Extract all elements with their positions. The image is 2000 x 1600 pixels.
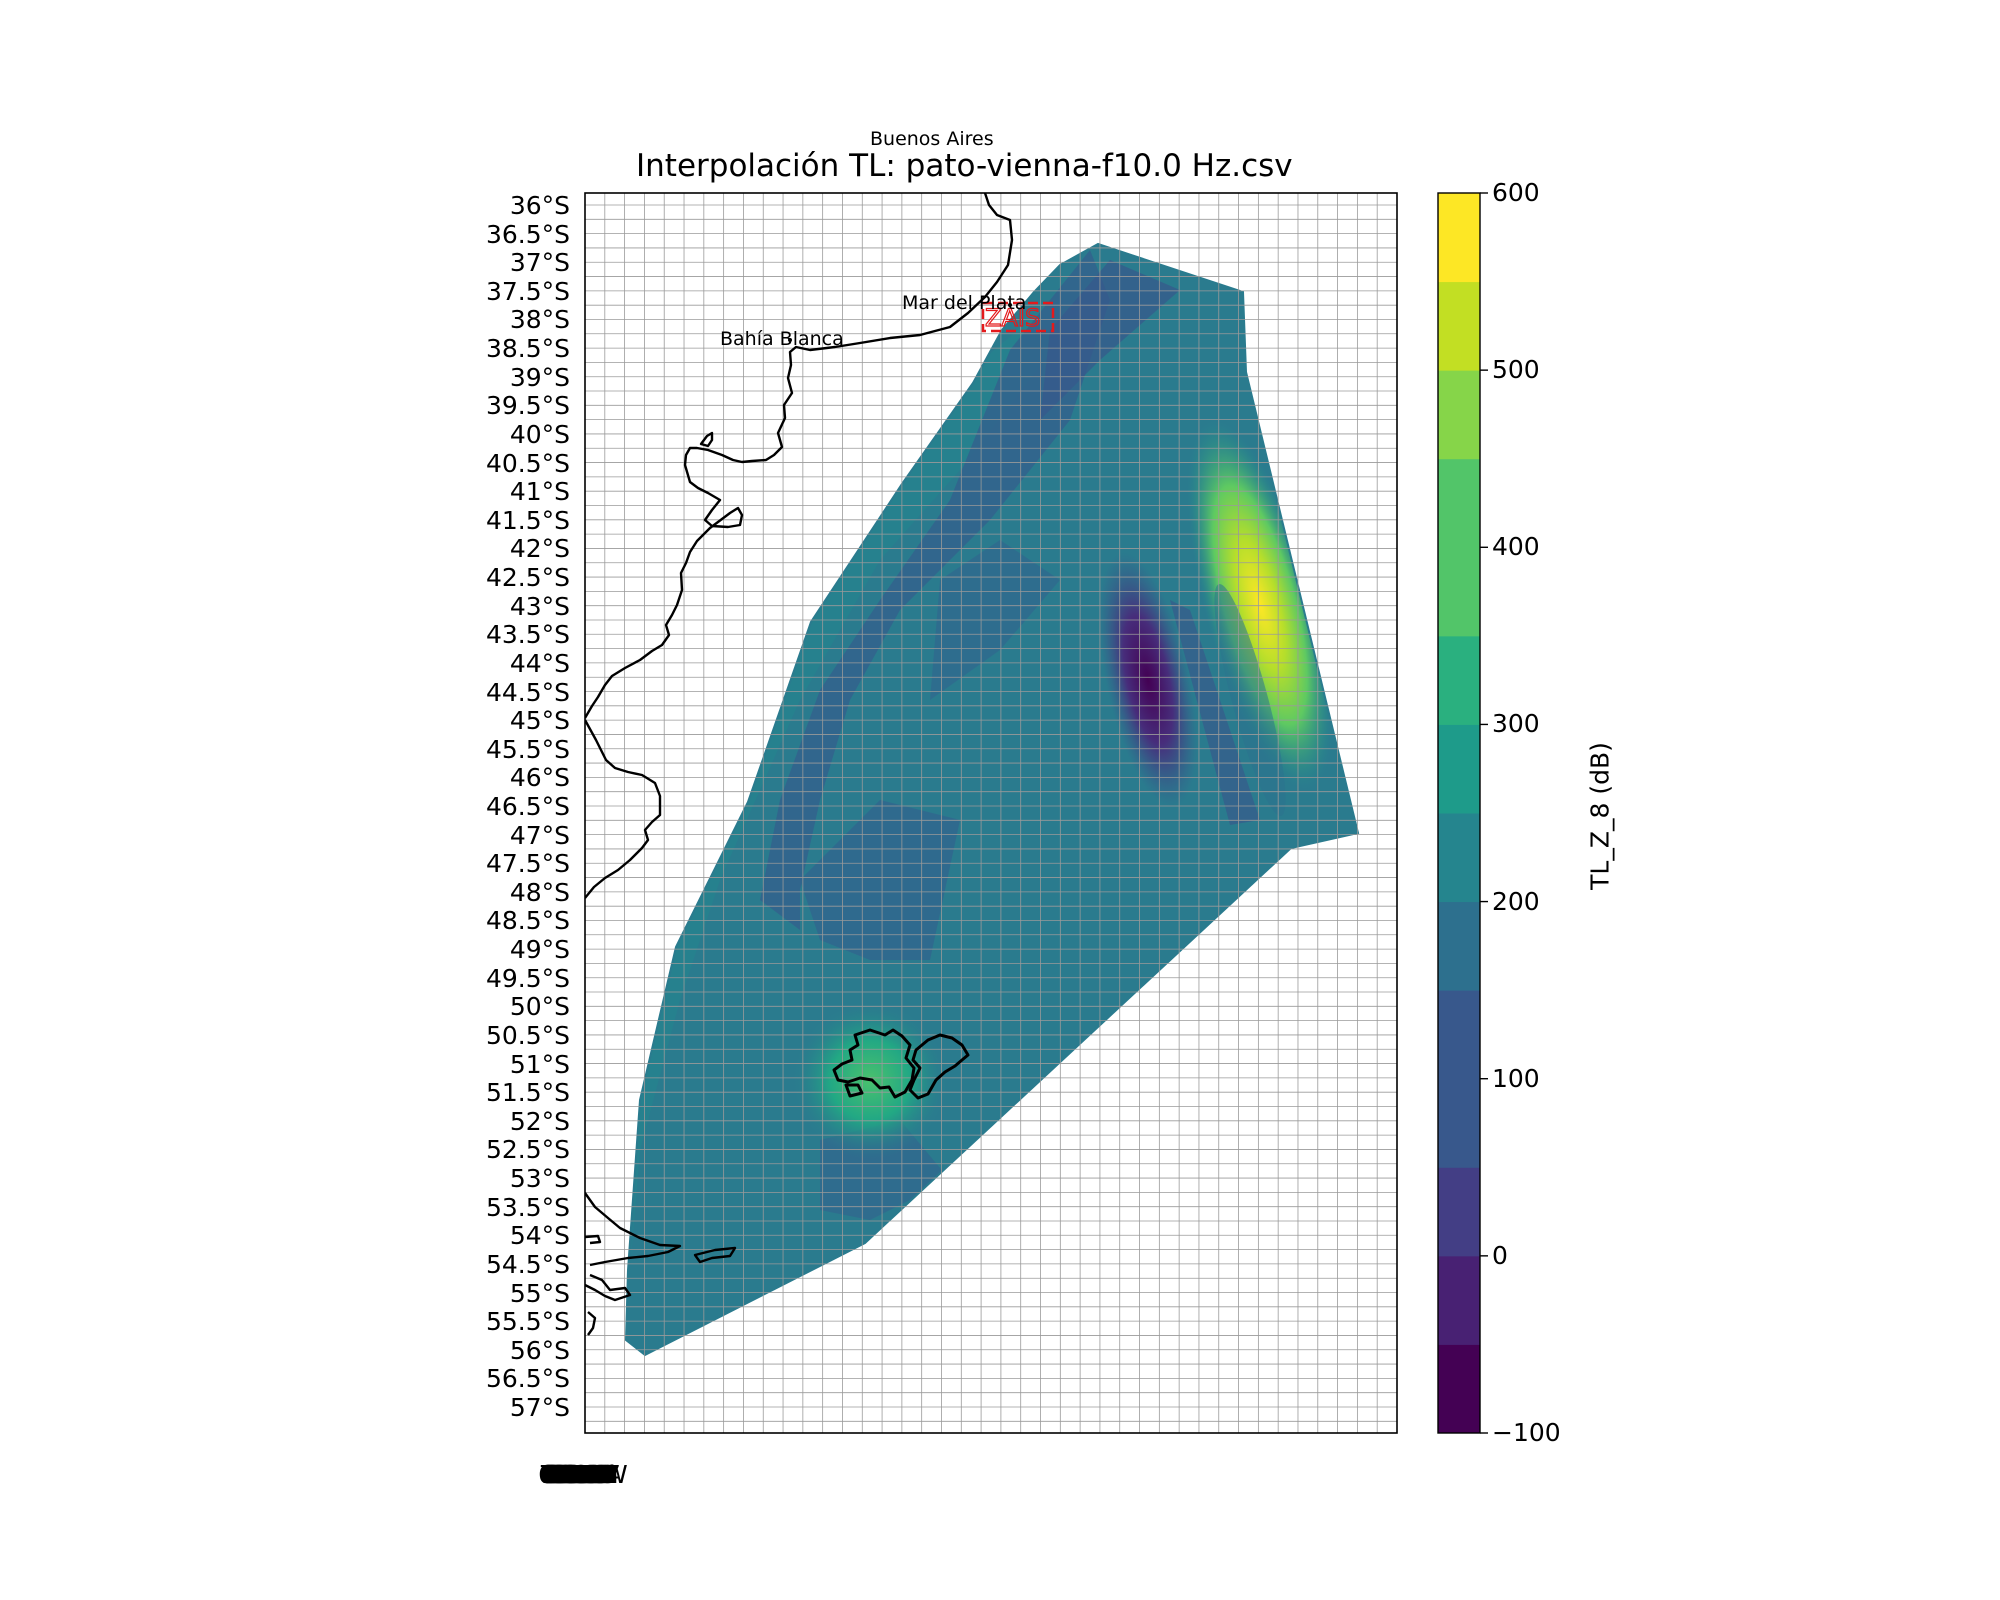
colorbar-frame (1437, 192, 1481, 1434)
latitude-tick-label: 41°S (509, 477, 570, 507)
latitude-tick-label: 50.5°S (485, 1020, 570, 1050)
latitude-tick-label: 56.5°S (485, 1364, 570, 1394)
latitude-tick-label: 46°S (509, 763, 570, 793)
zais-label: ZAIS (985, 304, 1040, 332)
tl-field (626, 244, 1358, 1355)
latitude-tick-label: 52.5°S (485, 1135, 570, 1165)
colorbar-tick-label: 300 (1492, 709, 1540, 739)
colorbar-tick-label: 400 (1492, 532, 1540, 562)
latitude-tick-label: 45.5°S (485, 734, 570, 764)
latitude-tick-label: 53.5°S (485, 1192, 570, 1222)
city-label-mar-del-plata: Mar del Plata (902, 292, 1027, 314)
latitude-tick-label: 43°S (509, 591, 570, 621)
zais-box (981, 301, 1055, 333)
colorbar (1437, 192, 1488, 1434)
figure-supertitle: Buenos Aires (870, 128, 994, 150)
colorbar-tick-label: 100 (1492, 1063, 1540, 1093)
latitude-tick-label: 49°S (509, 935, 570, 965)
latitude-tick-label: 40°S (509, 419, 570, 449)
latitude-tick-label: 41.5°S (485, 505, 570, 535)
latitude-tick-label: 56°S (509, 1335, 570, 1365)
colorbar-level (1438, 635, 1480, 725)
colorbar-level (1438, 724, 1480, 814)
bahia-blanca-marker (788, 338, 792, 342)
colorbar-level (1438, 990, 1480, 1080)
latitude-tick-label: 42°S (509, 534, 570, 564)
latitude-tick-label: 37.5°S (485, 276, 570, 306)
latitude-tick-label: 38°S (509, 305, 570, 335)
latitude-tick-label: 37°S (509, 248, 570, 278)
colorbar-tick-label: 600 (1492, 178, 1540, 207)
colorbar-tick-label: 500 (1492, 355, 1540, 385)
colorbar-level (1438, 281, 1480, 371)
colorbar-level (1438, 1255, 1480, 1345)
latitude-tick-label: 48°S (509, 877, 570, 907)
latitude-tick-label: 47.5°S (485, 849, 570, 879)
latitude-tick-label: 51.5°S (485, 1078, 570, 1108)
falkland-islands (832, 1028, 970, 1100)
mar-del-plata-marker (1008, 303, 1012, 307)
colorbar-level (1438, 901, 1480, 991)
colorbar-level (1438, 547, 1480, 637)
latitude-tick-label: 48.5°S (485, 906, 570, 936)
colorbar-level (1438, 193, 1480, 283)
latitude-tick-label: 46.5°S (485, 792, 570, 821)
colorbar-level (1438, 458, 1480, 548)
latitude-tick-label: 45°S (509, 706, 570, 736)
colorbar-tick-label: −100 (1492, 1418, 1561, 1447)
tl-field-outline (624, 242, 1360, 1357)
latitude-tick-label: 57°S (509, 1393, 570, 1422)
latitude-tick-label: 39.5°S (485, 391, 570, 421)
colorbar-level (1438, 1344, 1480, 1434)
latitude-tick-label: 52°S (509, 1106, 570, 1136)
latitude-tick-label: 42.5°S (485, 563, 570, 593)
latitude-tick-label: 44.5°S (485, 677, 570, 707)
latitude-tick-label: 55.5°S (485, 1307, 570, 1337)
latitude-tick-label: 54°S (509, 1221, 570, 1251)
plot-title: Interpolación TL: pato-vienna-f10.0 Hz.c… (636, 148, 1293, 184)
colorbar-tick-label: 0 (1492, 1240, 1508, 1270)
latitude-tick-label: 53°S (509, 1164, 570, 1194)
colorbar-level (1438, 813, 1480, 903)
latitude-tick-label: 51°S (509, 1049, 570, 1079)
colorbar-level (1438, 1078, 1480, 1168)
latitude-tick-label: 38.5°S (485, 334, 570, 364)
city-label-bahia-blanca: Bahía Blanca (720, 328, 844, 350)
longitude-labels: 6768696869686766666665656564626160605959… (538, 1460, 628, 1489)
map-gridlines (585, 193, 1397, 1433)
colorbar-tick-label: 200 (1492, 886, 1540, 916)
latitude-tick-label: 40.5°S (485, 448, 570, 478)
latitude-tick-label: 39°S (509, 362, 570, 392)
latitude-tick-label: 36°S (509, 191, 570, 220)
latitude-tick-label: 36.5°S (485, 219, 570, 249)
latitude-tick-label: 50°S (509, 992, 570, 1022)
map-axes-frame (584, 192, 1398, 1434)
latitude-tick-label: 47°S (509, 820, 570, 850)
latitude-tick-label: 43.5°S (485, 620, 570, 650)
latitude-tick-label: 49.5°S (485, 963, 570, 993)
colorbar-level (1438, 1167, 1480, 1257)
latitude-tick-label: 44°S (509, 648, 570, 678)
coastline (585, 193, 1014, 1336)
colorbar-level (1438, 370, 1480, 460)
colorbar-label: TL_Z_8 (dB) (1585, 742, 1615, 890)
latitude-tick-label: 54.5°S (485, 1249, 570, 1279)
latitude-tick-label: 55°S (509, 1278, 570, 1308)
